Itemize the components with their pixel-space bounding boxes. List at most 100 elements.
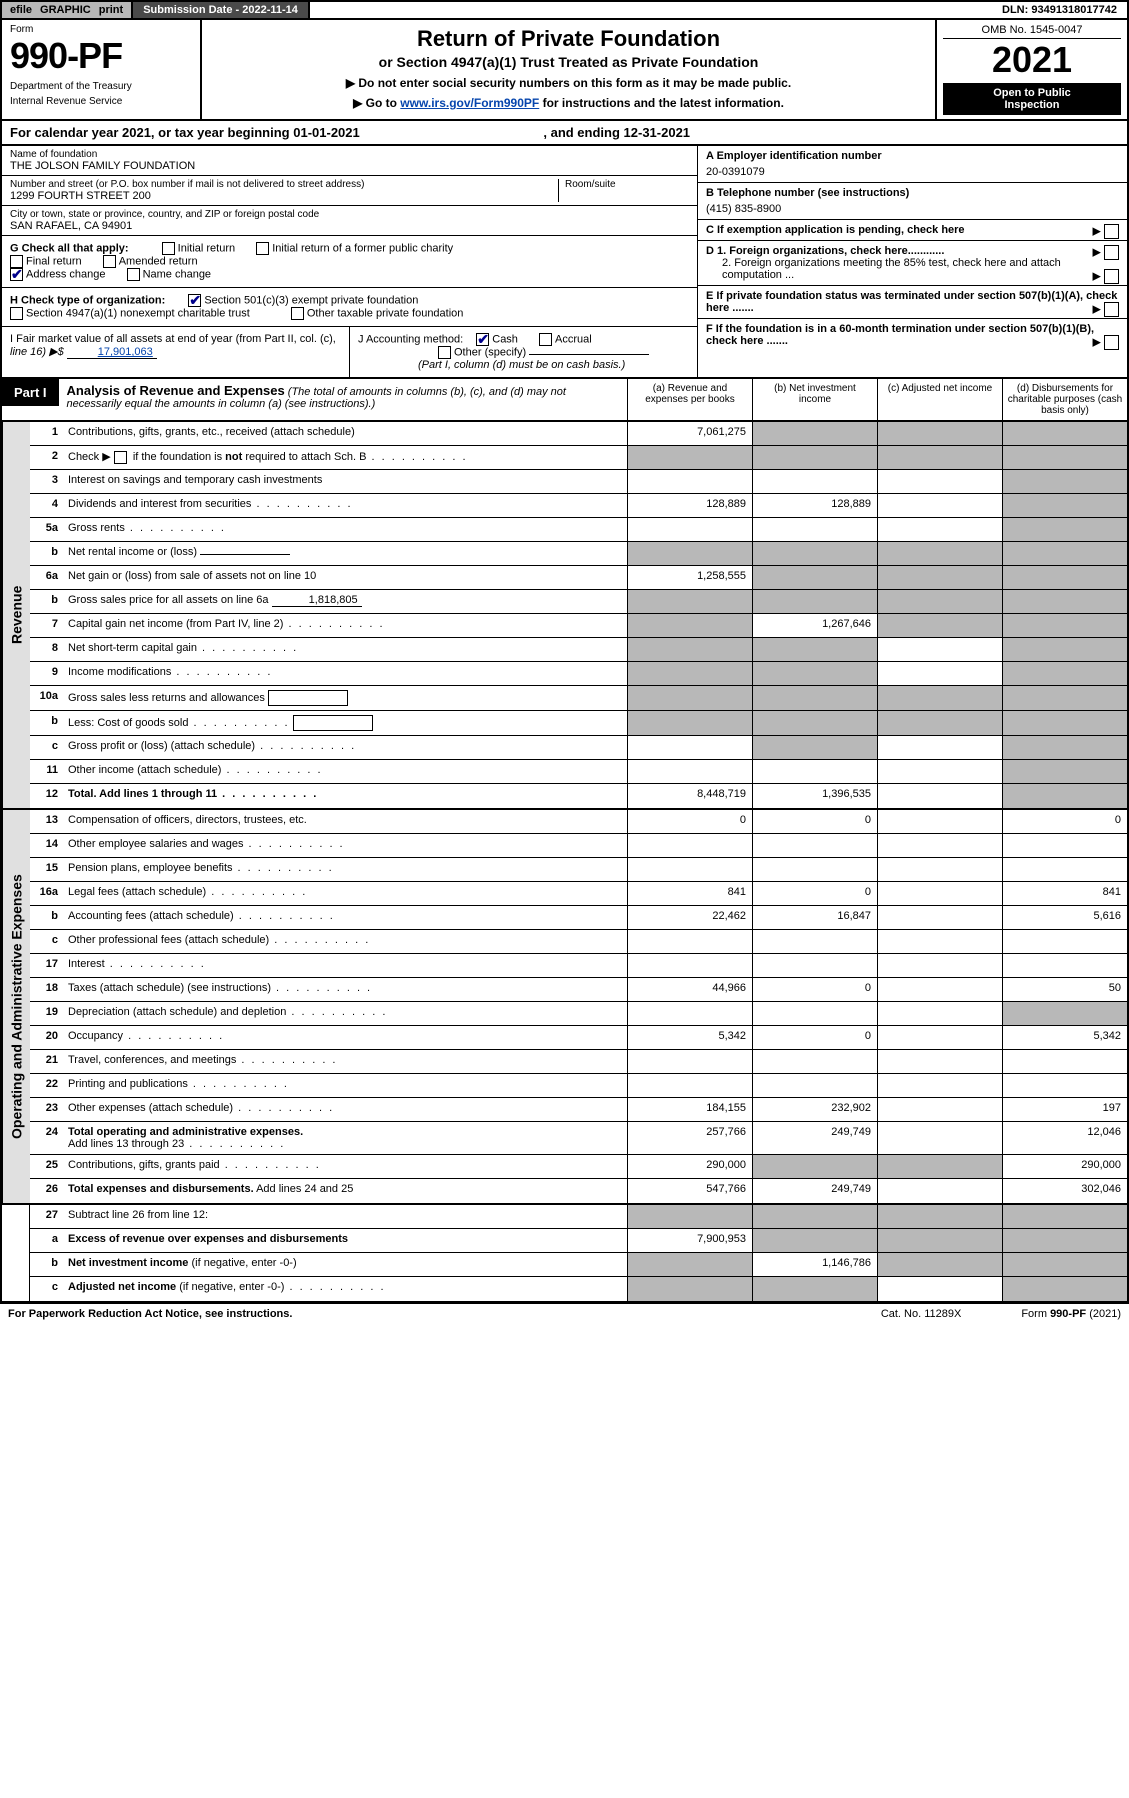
checkbox-other-method[interactable] xyxy=(438,346,451,359)
i-line-label: line 16) ▶$ xyxy=(10,346,67,358)
open-line1: Open to Public xyxy=(947,87,1117,99)
h-other: Other taxable private foundation xyxy=(307,307,464,319)
efile-button[interactable]: efile xyxy=(10,4,32,16)
r13-a: 0 xyxy=(627,810,752,833)
row-5a: 5aGross rents xyxy=(30,518,1127,542)
checkbox-accrual[interactable] xyxy=(539,333,552,346)
checkbox-amended-return[interactable] xyxy=(103,255,116,268)
r10b-text: Less: Cost of goods sold xyxy=(64,711,627,735)
row-2: 2Check ▶ if the foundation is not requir… xyxy=(30,446,1127,470)
form-title: Return of Private Foundation xyxy=(210,26,927,52)
row-10b: bLess: Cost of goods sold xyxy=(30,711,1127,736)
form990pf-link[interactable]: www.irs.gov/Form990PF xyxy=(400,96,539,110)
r9-num: 9 xyxy=(30,662,64,685)
col-b-header: (b) Net investment income xyxy=(752,379,877,420)
r3-d xyxy=(1002,470,1127,493)
r26-c xyxy=(877,1179,1002,1203)
checkbox-cash[interactable] xyxy=(476,333,489,346)
note2-pre: ▶ Go to xyxy=(353,96,400,110)
r6a-num: 6a xyxy=(30,566,64,589)
checkbox-60month-termination[interactable] xyxy=(1104,335,1119,350)
checkbox-other-taxable[interactable] xyxy=(291,307,304,320)
checkbox-4947[interactable] xyxy=(10,307,23,320)
i-j-row: I Fair market value of all assets at end… xyxy=(2,327,697,377)
r20-c xyxy=(877,1026,1002,1049)
r27b-a xyxy=(627,1253,752,1276)
r5a-a xyxy=(627,518,752,541)
r27-b xyxy=(752,1205,877,1228)
r18-c xyxy=(877,978,1002,1001)
row-12: 12Total. Add lines 1 through 118,448,719… xyxy=(30,784,1127,808)
r7-t: Capital gain net income (from Part IV, l… xyxy=(68,618,283,630)
r21-b xyxy=(752,1050,877,1073)
r24-text: Total operating and administrative expen… xyxy=(64,1122,627,1154)
checkbox-initial-return[interactable] xyxy=(162,242,175,255)
graphic-button[interactable]: GRAPHIC xyxy=(40,4,91,16)
r14-b xyxy=(752,834,877,857)
r10b-box xyxy=(293,715,373,731)
r3-num: 3 xyxy=(30,470,64,493)
checkbox-501c3[interactable] xyxy=(188,294,201,307)
r19-b xyxy=(752,1002,877,1025)
row-16a: 16aLegal fees (attach schedule)8410841 xyxy=(30,882,1127,906)
checkbox-85pct-test[interactable] xyxy=(1104,269,1119,284)
print-button[interactable]: print xyxy=(99,4,123,16)
checkbox-foreign-org[interactable] xyxy=(1104,245,1119,260)
r21-text: Travel, conferences, and meetings xyxy=(64,1050,627,1073)
checkbox-name-change[interactable] xyxy=(127,268,140,281)
g-name: Name change xyxy=(143,268,212,280)
checkbox-initial-former[interactable] xyxy=(256,242,269,255)
h-501: Section 501(c)(3) exempt private foundat… xyxy=(204,294,418,306)
r10a-b xyxy=(752,686,877,710)
part1-desc: Analysis of Revenue and Expenses (The to… xyxy=(59,379,627,420)
col-d-header: (d) Disbursements for charitable purpose… xyxy=(1002,379,1127,420)
r11-c xyxy=(877,760,1002,783)
r9-c xyxy=(877,662,1002,685)
checkbox-status-terminated[interactable] xyxy=(1104,302,1119,317)
form-subtitle: or Section 4947(a)(1) Trust Treated as P… xyxy=(210,54,927,70)
r23-text: Other expenses (attach schedule) xyxy=(64,1098,627,1121)
r25-d: 290,000 xyxy=(1002,1155,1127,1178)
r17-d xyxy=(1002,954,1127,977)
r5b-num: b xyxy=(30,542,64,565)
r27c-c xyxy=(877,1277,1002,1301)
r24-b: 249,749 xyxy=(752,1122,877,1154)
r6b-t: Gross sales price for all assets on line… xyxy=(68,594,269,606)
r8-c xyxy=(877,638,1002,661)
h-label: H Check type of organization: xyxy=(10,294,165,306)
r14-d xyxy=(1002,834,1127,857)
row-10c: cGross profit or (loss) (attach schedule… xyxy=(30,736,1127,760)
r10a-text: Gross sales less returns and allowances xyxy=(64,686,627,710)
header-note2: ▶ Go to www.irs.gov/Form990PF for instru… xyxy=(210,96,927,110)
r19-num: 19 xyxy=(30,1002,64,1025)
r21-d xyxy=(1002,1050,1127,1073)
r8-num: 8 xyxy=(30,638,64,661)
row-14: 14Other employee salaries and wages xyxy=(30,834,1127,858)
dln-value: 93491318017742 xyxy=(1031,4,1117,16)
checkbox-sch-b[interactable] xyxy=(114,451,127,464)
r12-b: 1,396,535 xyxy=(752,784,877,808)
r19-t: Depreciation (attach schedule) and deple… xyxy=(68,1006,286,1018)
r16c-num: c xyxy=(30,930,64,953)
r21-c xyxy=(877,1050,1002,1073)
f-box: F If the foundation is in a 60-month ter… xyxy=(698,319,1127,351)
g-final: Final return xyxy=(26,255,82,267)
row-7: 7Capital gain net income (from Part IV, … xyxy=(30,614,1127,638)
j-accrual: Accrual xyxy=(555,333,592,345)
row-6a: 6aNet gain or (loss) from sale of assets… xyxy=(30,566,1127,590)
r27a-a: 7,900,953 xyxy=(627,1229,752,1252)
r12-a: 8,448,719 xyxy=(627,784,752,808)
r16b-num: b xyxy=(30,906,64,929)
footer-left: For Paperwork Reduction Act Notice, see … xyxy=(8,1308,881,1320)
cal-pre: For calendar year 2021, or tax year begi… xyxy=(10,125,293,140)
r9-text: Income modifications xyxy=(64,662,627,685)
r12-t: Total. Add lines 1 through 11 xyxy=(68,788,217,800)
r9-b xyxy=(752,662,877,685)
checkbox-exemption-pending[interactable] xyxy=(1104,224,1119,239)
checkbox-address-change[interactable] xyxy=(10,268,23,281)
revenue-rows: 1Contributions, gifts, grants, etc., rec… xyxy=(30,422,1127,808)
r5b-inline xyxy=(200,554,290,555)
r5a-c xyxy=(877,518,1002,541)
r9-d xyxy=(1002,662,1127,685)
fair-market-value[interactable]: 17,901,063 xyxy=(67,346,157,359)
